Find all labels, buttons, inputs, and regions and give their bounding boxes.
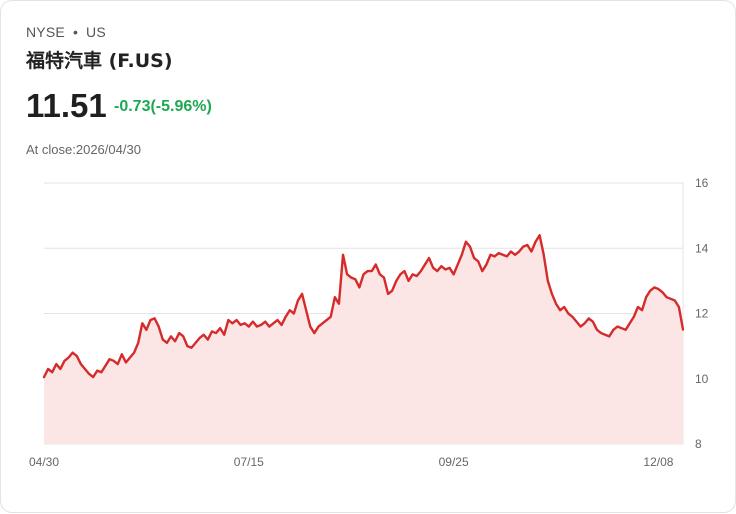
price-line xyxy=(42,234,685,379)
y-tick-label: 12 xyxy=(695,307,709,321)
stock-price: 11.51 xyxy=(26,87,107,124)
exchange-label: NYSE xyxy=(26,24,65,40)
y-tick-label: 10 xyxy=(695,372,709,386)
x-tick-label: 09/25 xyxy=(439,455,469,469)
exchange-line: NYSE • US xyxy=(26,24,106,40)
y-tick-label: 14 xyxy=(695,241,709,255)
stock-name: 福特汽車 (F.US) xyxy=(26,50,173,72)
x-tick-label: 04/30 xyxy=(29,455,59,469)
y-tick-label: 16 xyxy=(695,176,709,190)
price-change: -0.73(-5.96%) xyxy=(114,98,212,115)
x-tick-label: 07/15 xyxy=(234,455,264,469)
market-label: US xyxy=(86,24,106,40)
close-date: At close:2026/04/30 xyxy=(26,142,141,157)
separator-dot: • xyxy=(72,24,79,40)
y-tick-label: 8 xyxy=(695,437,702,451)
x-tick-label: 12/08 xyxy=(643,455,673,469)
price-area xyxy=(44,235,683,444)
